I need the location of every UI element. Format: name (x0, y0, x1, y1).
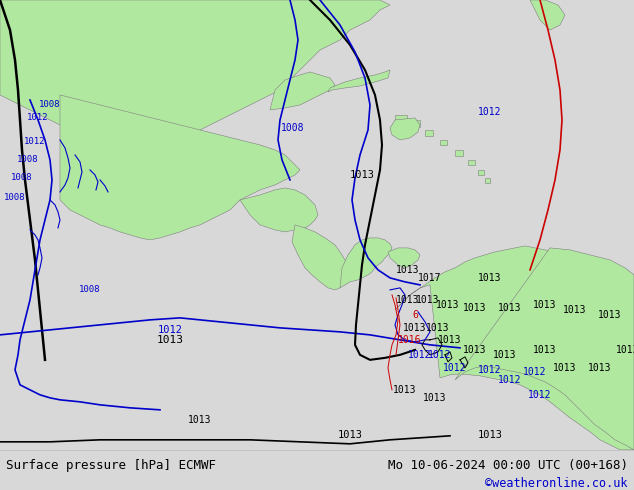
Polygon shape (530, 0, 565, 30)
Polygon shape (455, 150, 463, 156)
Polygon shape (395, 246, 634, 450)
Text: 1013: 1013 (588, 363, 612, 373)
Polygon shape (440, 140, 447, 145)
Text: 1012: 1012 (528, 390, 552, 400)
Polygon shape (328, 70, 390, 92)
Polygon shape (270, 72, 335, 110)
Text: 1013: 1013 (463, 345, 487, 355)
Text: 1008: 1008 (79, 285, 101, 294)
Text: 1013: 1013 (349, 170, 375, 180)
Polygon shape (390, 118, 420, 140)
Text: 1012: 1012 (428, 350, 452, 360)
Polygon shape (478, 170, 484, 175)
Text: 1013: 1013 (188, 415, 212, 425)
Text: 1013: 1013 (396, 265, 420, 275)
Polygon shape (292, 225, 350, 290)
Polygon shape (455, 248, 634, 450)
Polygon shape (425, 130, 433, 136)
Text: 1013: 1013 (478, 273, 501, 283)
Text: 1013: 1013 (438, 335, 462, 345)
Text: 1012: 1012 (157, 325, 183, 335)
Text: 1012: 1012 (27, 114, 49, 122)
Text: 1008: 1008 (11, 173, 33, 182)
Text: 1013: 1013 (393, 385, 417, 395)
Text: 1013: 1013 (477, 430, 503, 440)
Text: 1013: 1013 (426, 323, 450, 333)
Text: 1013: 1013 (493, 350, 517, 360)
Polygon shape (340, 238, 392, 288)
Text: Surface pressure [hPa] ECMWF: Surface pressure [hPa] ECMWF (6, 459, 216, 471)
Text: 1008: 1008 (17, 155, 39, 165)
Polygon shape (485, 178, 490, 183)
Text: 1013: 1013 (598, 310, 622, 320)
Text: 1013: 1013 (533, 345, 557, 355)
Text: 1013: 1013 (337, 430, 363, 440)
Text: 1013: 1013 (463, 303, 487, 313)
Polygon shape (468, 160, 475, 165)
Text: 1017: 1017 (418, 273, 442, 283)
Polygon shape (395, 115, 407, 123)
Text: 1012: 1012 (24, 137, 46, 147)
Text: 1008: 1008 (39, 100, 61, 109)
Text: 1012: 1012 (523, 367, 547, 377)
Text: 1008: 1008 (281, 123, 305, 133)
Text: 1012: 1012 (498, 375, 522, 385)
Polygon shape (60, 95, 300, 240)
Polygon shape (240, 188, 318, 232)
Text: 1013: 1013 (417, 295, 440, 305)
Text: 1012: 1012 (478, 365, 501, 375)
Text: 1013: 1013 (157, 335, 183, 345)
Text: 1012: 1012 (408, 350, 432, 360)
Polygon shape (410, 120, 420, 127)
Polygon shape (0, 0, 390, 148)
Text: 1013: 1013 (403, 323, 427, 333)
Text: 1013: 1013 (533, 300, 557, 310)
Text: 1013: 1013 (616, 345, 634, 355)
Text: 1016: 1016 (398, 335, 422, 345)
Text: 1012: 1012 (478, 107, 501, 117)
Text: Mo 10-06-2024 00:00 UTC (00+168): Mo 10-06-2024 00:00 UTC (00+168) (387, 459, 628, 471)
Text: 1013: 1013 (424, 393, 447, 403)
Text: 1013: 1013 (498, 303, 522, 313)
Text: ©weatheronline.co.uk: ©weatheronline.co.uk (485, 477, 628, 490)
Text: 1012: 1012 (443, 363, 467, 373)
Text: 1013: 1013 (436, 300, 460, 310)
Text: 1013: 1013 (553, 363, 577, 373)
Text: 1008: 1008 (4, 194, 26, 202)
Polygon shape (388, 248, 420, 268)
Text: 1013: 1013 (563, 305, 586, 315)
Text: 1013: 1013 (396, 295, 420, 305)
Text: 6: 6 (412, 310, 418, 320)
